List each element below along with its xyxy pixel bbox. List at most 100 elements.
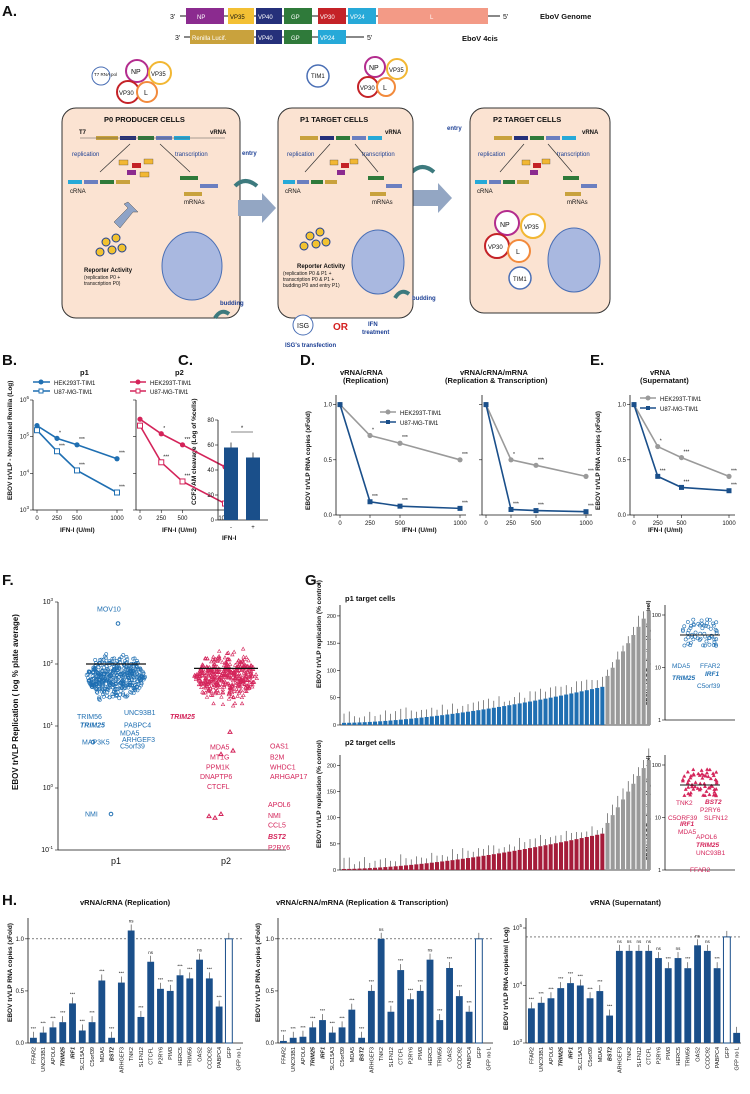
g-bar	[404, 719, 409, 725]
g-bar	[610, 815, 615, 870]
h-ylabel1: EBOV trVLP RNA copies (xFold)	[7, 923, 14, 1022]
h-x-label: P2RY6	[656, 1047, 662, 1064]
h-sig: ***	[31, 1026, 37, 1031]
h-bar-HERC5	[176, 975, 184, 1043]
e-title: vRNA	[650, 368, 671, 377]
g-bar	[646, 760, 651, 870]
h-bar-MDA5	[98, 980, 106, 1043]
inset-point	[693, 780, 698, 784]
sig-label: ***	[372, 494, 378, 500]
x-tick-label: 250	[156, 516, 167, 522]
series-line-HEK293T-TIM1	[139, 418, 226, 468]
g-bar	[435, 715, 440, 725]
f-p1-point	[96, 680, 101, 684]
f-p1-point	[97, 678, 102, 683]
inset-point	[711, 773, 716, 778]
x-tick-label: 1000	[579, 521, 593, 527]
b-xlabel-2: IFN-I (U/ml)	[162, 527, 197, 534]
h-bar-TNK2	[127, 930, 135, 1043]
g-bar	[435, 862, 440, 870]
h-x-label: SLC15A3	[578, 1047, 584, 1071]
h-bar-UNC93B1	[537, 1002, 545, 1043]
h-x-label: UNC93B1	[41, 1047, 47, 1072]
f-p2-point	[232, 700, 238, 705]
h-sig: ***	[447, 956, 453, 961]
inset-point	[714, 637, 719, 642]
inset-point	[714, 780, 719, 785]
g-bar	[383, 867, 388, 870]
h-x-label: GFP no L	[487, 1047, 493, 1070]
h-bar-OAS2	[196, 959, 203, 1043]
panel-d-label: D.	[300, 352, 315, 369]
f-p2-point	[222, 678, 228, 683]
inset-point	[696, 771, 701, 776]
g-bar	[636, 775, 641, 870]
h-x-label: P2RY6	[158, 1047, 164, 1064]
inset-point	[680, 627, 685, 632]
h-x-label: IRF1	[568, 1047, 574, 1059]
f-p2-point	[243, 685, 248, 690]
point-U87-MG-TIM1	[508, 506, 514, 512]
f-p2-point	[210, 657, 216, 662]
h-sig: ns	[627, 939, 633, 944]
f-p2-point	[206, 671, 211, 676]
g-bar	[538, 846, 543, 870]
inset-point	[686, 785, 691, 789]
b-p1-legend: HEK293T-TIM1 U87-MG-TIM1	[33, 379, 96, 396]
inset-point	[689, 784, 695, 789]
g-bar	[538, 699, 543, 725]
inset-point	[714, 629, 719, 633]
d-xlabel: IFN-I (U/ml)	[402, 527, 437, 534]
inset-gene-label: FFAR2	[700, 663, 721, 670]
d-ylabel: EBOV trVLP RNA copies (xFold)	[305, 411, 312, 510]
p0-l: L	[144, 90, 148, 97]
g-bar	[367, 868, 372, 870]
inset-point	[685, 620, 690, 624]
h-bar-ARHGEF3	[117, 982, 125, 1043]
inset-y-label: 100	[652, 613, 661, 619]
h-x-label: SLC15A3	[330, 1047, 336, 1071]
b-ylabel: EBOV trVLP - Normalized Renilla (Log)	[7, 381, 14, 500]
f-p2-point	[249, 673, 255, 678]
f-p1-point	[124, 694, 129, 699]
panel-f-label: F.	[2, 572, 14, 589]
sig-label: ***	[185, 473, 191, 479]
p0-vp30: VP30	[119, 91, 134, 97]
f-p2-gene-label: B2M	[270, 754, 285, 761]
point-HEK293T-TIM1	[397, 440, 403, 446]
inset-point	[688, 641, 693, 645]
g-bar	[631, 635, 636, 725]
sig-label: ***	[731, 468, 737, 474]
h-sig: ***	[666, 956, 672, 961]
arrow-p0-p1	[238, 193, 276, 223]
inset-point	[702, 784, 708, 788]
y-tick-label: 1.0	[618, 403, 627, 409]
f-p2-point	[236, 657, 241, 662]
f-p1-point	[90, 677, 95, 681]
f-p2-point	[205, 665, 211, 670]
f-p2-gene-label: CTCFL	[207, 784, 230, 791]
g-bar	[362, 722, 367, 725]
h-bar-PABPC4	[465, 1011, 473, 1043]
f-p2-point	[229, 670, 234, 675]
y-tick-label: 0.0	[618, 513, 627, 519]
p1-mrnas: mRNAs	[372, 200, 393, 206]
x-tick-label: 0	[138, 516, 142, 522]
h-bar-TNK2	[625, 950, 633, 1043]
inset-point	[698, 781, 703, 786]
h-y-label: 1.0	[266, 937, 275, 943]
g-bar	[584, 690, 589, 725]
f-p2-point	[235, 689, 240, 694]
inset-gene-label: C5orf39	[697, 683, 721, 690]
f-p1-point	[94, 689, 99, 694]
inset-point	[691, 787, 696, 791]
p1-vp35: VP35	[389, 68, 404, 74]
h-x-label: TRIM25	[61, 1046, 67, 1067]
line-chart-e: 0.00.51.00 250 500 1000****************	[618, 395, 737, 527]
f-p2-point	[237, 684, 242, 689]
inset-point	[686, 778, 691, 782]
p1-tim1: TIM1	[311, 74, 325, 80]
point-U87-MG-TIM1	[179, 478, 186, 485]
g-bar	[641, 768, 646, 870]
f-p1-point	[108, 673, 113, 678]
